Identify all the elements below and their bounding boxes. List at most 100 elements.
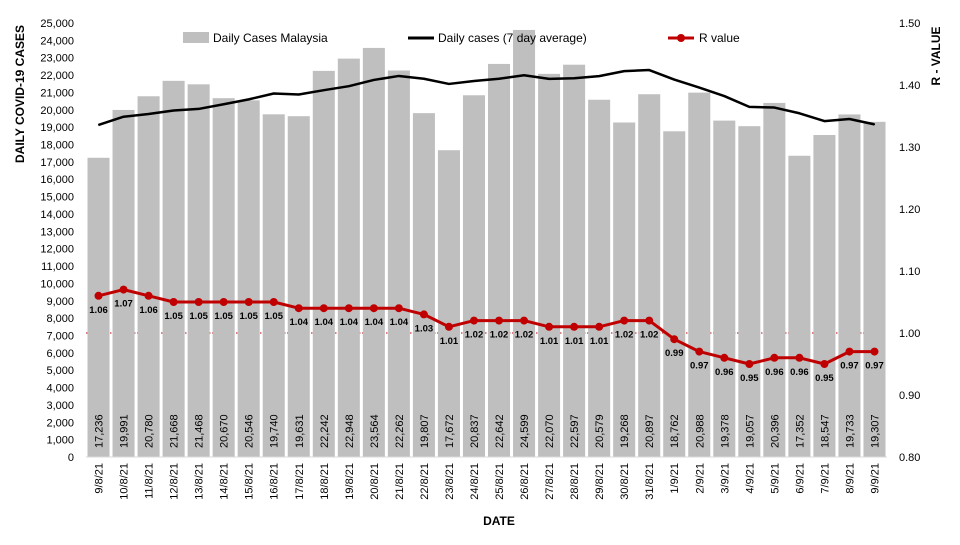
avg-point [323, 89, 325, 91]
r-value-label: 1.07 [114, 299, 133, 310]
avg-point [398, 75, 400, 77]
r-value-point [745, 360, 754, 368]
avg-point [548, 78, 550, 80]
r-value-point [645, 316, 654, 325]
avg-point [122, 116, 125, 118]
r-value-point [720, 353, 729, 362]
bar-value-label: 20,579 [594, 414, 606, 448]
avg-point [648, 69, 650, 71]
r-value-label: 1.01 [440, 336, 459, 347]
y-tick-label: 6,000 [46, 348, 74, 360]
bar-value-label: 19,733 [844, 414, 856, 448]
r-value-label: 0.99 [665, 348, 684, 359]
x-tick-label: 25/8/21 [494, 463, 506, 500]
avg-point [298, 93, 300, 96]
y2-tick-label: 0.80 [899, 452, 920, 464]
r-value-label: 1.05 [264, 311, 283, 322]
r-value-label: 0.97 [840, 361, 859, 372]
r-value-label: 1.04 [365, 317, 384, 328]
r-value-label: 0.96 [765, 367, 784, 378]
y2-tick-label: 1.50 [899, 18, 920, 30]
r-value-label: 0.95 [740, 373, 759, 384]
avg-point [173, 109, 175, 112]
x-tick-label: 31/8/21 [644, 463, 656, 500]
bar [688, 92, 711, 458]
legend-marker-r-value [677, 34, 685, 42]
x-tick-label: 24/8/21 [469, 463, 481, 500]
r-value-point [369, 304, 378, 313]
r-value-label: 1.04 [290, 317, 309, 328]
avg-point [248, 98, 250, 100]
y-tick-label: 20,000 [40, 105, 74, 117]
legend-swatch-daily-cases [183, 32, 209, 43]
avg-point [673, 78, 675, 81]
bar [788, 155, 811, 457]
r-value-label: 1.05 [164, 311, 183, 322]
x-tick-label: 21/8/21 [394, 463, 406, 500]
bar [237, 100, 260, 457]
y-tick-label: 19,000 [40, 122, 74, 134]
bar-value-label: 22,642 [494, 414, 506, 448]
bar [563, 64, 586, 458]
y-tick-label: 17,000 [40, 157, 74, 169]
bar-value-label: 18,762 [669, 414, 681, 448]
avg-point [198, 108, 200, 110]
r-value-label: 1.02 [515, 330, 534, 341]
r-value-label: 0.96 [715, 367, 734, 378]
bar [638, 94, 661, 457]
avg-point [823, 120, 826, 122]
y-tick-label: 23,000 [40, 53, 74, 65]
x-tick-label: 18/8/21 [319, 463, 331, 500]
bar [187, 84, 210, 457]
x-tick-label: 20/8/21 [369, 463, 381, 500]
bar [287, 116, 310, 457]
y-tick-label: 9,000 [46, 296, 74, 308]
avg-point [373, 79, 375, 81]
bar [462, 95, 485, 457]
x-tick-label: 3/9/21 [719, 463, 731, 494]
bar-value-label: 20,837 [469, 414, 481, 448]
r-value-label: 1.04 [390, 317, 409, 328]
r-value-point [620, 316, 629, 325]
r-value-point [244, 298, 253, 306]
x-tick-label: 5/9/21 [769, 463, 781, 494]
x-tick-label: 26/8/21 [519, 463, 531, 500]
bar-value-label: 19,057 [744, 414, 756, 448]
x-tick-label: 7/9/21 [819, 463, 831, 494]
bar [863, 121, 886, 458]
bar [588, 99, 611, 457]
r-value-point [169, 298, 178, 306]
y2-tick-label: 1.10 [899, 266, 920, 278]
r-value-point [94, 291, 103, 300]
r-value-point [845, 347, 854, 356]
avg-point [448, 83, 450, 85]
bar-value-label: 20,988 [694, 414, 706, 448]
y-tick-label: 5,000 [46, 365, 74, 377]
bar-value-label: 22,948 [344, 414, 356, 448]
y2-tick-label: 0.90 [899, 390, 920, 402]
bar [262, 114, 285, 457]
r-value-point [695, 347, 704, 356]
y-tick-label: 24,000 [40, 35, 74, 47]
bar-value-label: 19,991 [119, 414, 131, 448]
r-value-point [194, 298, 203, 306]
y-tick-label: 22,000 [40, 70, 74, 82]
r-value-point [595, 322, 604, 331]
r-value-label: 1.02 [640, 330, 659, 341]
bar [613, 122, 636, 458]
avg-point [498, 78, 500, 80]
avg-point [723, 95, 725, 97]
bar [663, 131, 686, 457]
bar-value-label: 21,668 [169, 414, 181, 448]
x-tick-label: 17/8/21 [294, 463, 306, 500]
x-tick-label: 27/8/21 [544, 463, 556, 500]
x-tick-label: 6/9/21 [794, 463, 806, 494]
x-tick-label: 4/9/21 [744, 463, 756, 494]
r-value-point [344, 304, 353, 313]
y2-tick-label: 1.40 [899, 80, 920, 92]
r-value-point [670, 335, 679, 344]
legend-label-daily-cases: Daily Cases Malaysia [213, 31, 328, 45]
y-tick-label: 25,000 [40, 18, 74, 30]
bar-value-label: 20,546 [244, 414, 256, 448]
r-value-label: 1.03 [415, 323, 434, 334]
